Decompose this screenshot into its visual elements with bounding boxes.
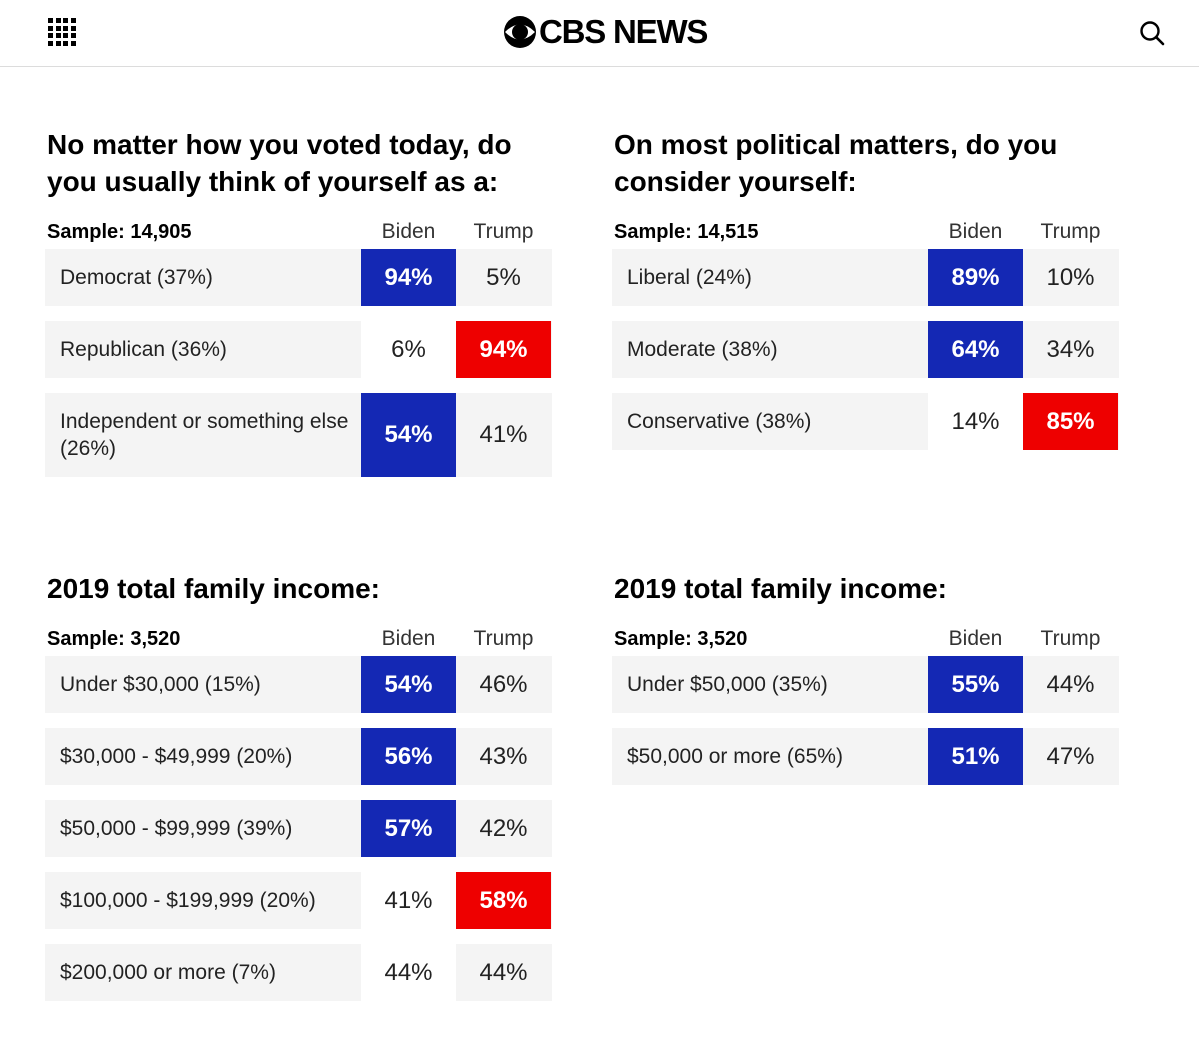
- column-header-trump: Trump: [1040, 627, 1101, 650]
- trump-cell: 10%: [1023, 249, 1118, 306]
- trump-cell: 5%: [456, 249, 551, 306]
- table-row: $30,000 - $49,999 (20%) 56% 43%: [45, 728, 552, 785]
- table-row: Under $30,000 (15%) 54% 46%: [45, 656, 552, 713]
- cbs-eye-icon: [504, 16, 536, 48]
- biden-cell: 14%: [928, 393, 1023, 450]
- biden-cell: 44%: [361, 944, 456, 1001]
- biden-cell: 94%: [361, 249, 456, 306]
- biden-cell: 89%: [928, 249, 1023, 306]
- trump-cell: 58%: [456, 872, 551, 929]
- panel-title: 2019 total family income:: [614, 573, 948, 604]
- table-row: $50,000 - $99,999 (39%) 57% 42%: [45, 800, 552, 857]
- row-label: Republican (36%): [60, 338, 227, 361]
- trump-cell: 85%: [1023, 393, 1118, 450]
- table-row: Under $50,000 (35%) 55% 44%: [612, 656, 1119, 713]
- column-header-biden: Biden: [948, 627, 1003, 650]
- row-label: Independent or something else (26%): [60, 410, 349, 460]
- biden-cell: 57%: [361, 800, 456, 857]
- table-row: Independent or something else (26%) 54% …: [45, 393, 552, 477]
- row-label: Conservative (38%): [627, 410, 812, 433]
- column-header-trump: Trump: [1040, 220, 1101, 243]
- table-row: Moderate (38%) 64% 34%: [612, 321, 1119, 378]
- results-table: Under $30,000 (15%) 54% 46% $30,000 - $4…: [45, 656, 555, 1001]
- column-header-trump: Trump: [473, 220, 534, 243]
- sample-size: Sample: 3,520: [614, 628, 748, 650]
- trump-cell: 44%: [456, 944, 551, 1001]
- row-label: $50,000 - $99,999 (39%): [60, 817, 293, 840]
- column-header-biden: Biden: [948, 220, 1003, 243]
- biden-cell: 41%: [361, 872, 456, 929]
- row-label: Moderate (38%): [627, 338, 778, 361]
- row-label: $50,000 or more (65%): [627, 745, 843, 768]
- poll-panel-income-5: 2019 total family income: Sample: 3,520 …: [45, 570, 555, 1016]
- column-header-biden: Biden: [381, 627, 436, 650]
- sample-size: Sample: 14,905: [47, 221, 192, 243]
- biden-cell: 56%: [361, 728, 456, 785]
- row-label: $100,000 - $199,999 (20%): [60, 889, 316, 912]
- cbs-news-logo[interactable]: CBS NEWS: [503, 13, 708, 50]
- sample-size: Sample: 3,520: [47, 628, 181, 650]
- trump-cell: 42%: [456, 800, 551, 857]
- trump-cell: 44%: [1023, 656, 1118, 713]
- row-label: $200,000 or more (7%): [60, 961, 276, 984]
- row-label: Under $30,000 (15%): [60, 673, 261, 696]
- search-icon[interactable]: [1139, 20, 1165, 46]
- trump-cell: 94%: [456, 321, 551, 378]
- biden-cell: 6%: [361, 321, 456, 378]
- trump-cell: 41%: [456, 393, 551, 477]
- table-header: Sample: 14,515 Biden Trump: [612, 217, 1122, 247]
- table-header: Sample: 3,520 Biden Trump: [612, 624, 1122, 654]
- table-row: $50,000 or more (65%) 51% 47%: [612, 728, 1119, 785]
- row-label: Liberal (24%): [627, 266, 752, 289]
- grid-menu-icon[interactable]: [48, 18, 76, 46]
- table-row: Republican (36%) 6% 94%: [45, 321, 552, 378]
- table-header: Sample: 14,905 Biden Trump: [45, 217, 555, 247]
- biden-cell: 51%: [928, 728, 1023, 785]
- panel-title: No matter how you voted today, do you us…: [47, 129, 512, 197]
- logo-text: CBS NEWS: [539, 13, 708, 50]
- panel-title: On most political matters, do you consid…: [614, 129, 1058, 197]
- biden-cell: 55%: [928, 656, 1023, 713]
- table-row: $100,000 - $199,999 (20%) 41% 58%: [45, 872, 552, 929]
- table-header: Sample: 3,520 Biden Trump: [45, 624, 555, 654]
- poll-panel-party-id: No matter how you voted today, do you us…: [45, 126, 555, 492]
- panel-title: 2019 total family income:: [47, 573, 381, 604]
- biden-cell: 54%: [361, 656, 456, 713]
- results-table: Democrat (37%) 94% 5% Republican (36%) 6…: [45, 249, 555, 477]
- row-label: $30,000 - $49,999 (20%): [60, 745, 293, 768]
- biden-cell: 64%: [928, 321, 1023, 378]
- row-label: Under $50,000 (35%): [627, 673, 828, 696]
- results-table: Liberal (24%) 89% 10% Moderate (38%) 64%…: [612, 249, 1122, 450]
- results-table: Under $50,000 (35%) 55% 44% $50,000 or m…: [612, 656, 1122, 785]
- row-label: Democrat (37%): [60, 266, 213, 289]
- poll-panel-income-2: 2019 total family income: Sample: 3,520 …: [612, 570, 1122, 800]
- trump-cell: 43%: [456, 728, 551, 785]
- table-row: $200,000 or more (7%) 44% 44%: [45, 944, 552, 1001]
- table-row: Liberal (24%) 89% 10%: [612, 249, 1119, 306]
- trump-cell: 34%: [1023, 321, 1118, 378]
- biden-cell: 54%: [361, 393, 456, 477]
- trump-cell: 46%: [456, 656, 551, 713]
- poll-panel-ideology: On most political matters, do you consid…: [612, 126, 1122, 465]
- column-header-biden: Biden: [381, 220, 436, 243]
- column-header-trump: Trump: [473, 627, 534, 650]
- site-header: CBS NEWS: [0, 0, 1199, 67]
- trump-cell: 47%: [1023, 728, 1118, 785]
- table-row: Democrat (37%) 94% 5%: [45, 249, 552, 306]
- table-row: Conservative (38%) 14% 85%: [612, 393, 1119, 450]
- sample-size: Sample: 14,515: [614, 221, 759, 243]
